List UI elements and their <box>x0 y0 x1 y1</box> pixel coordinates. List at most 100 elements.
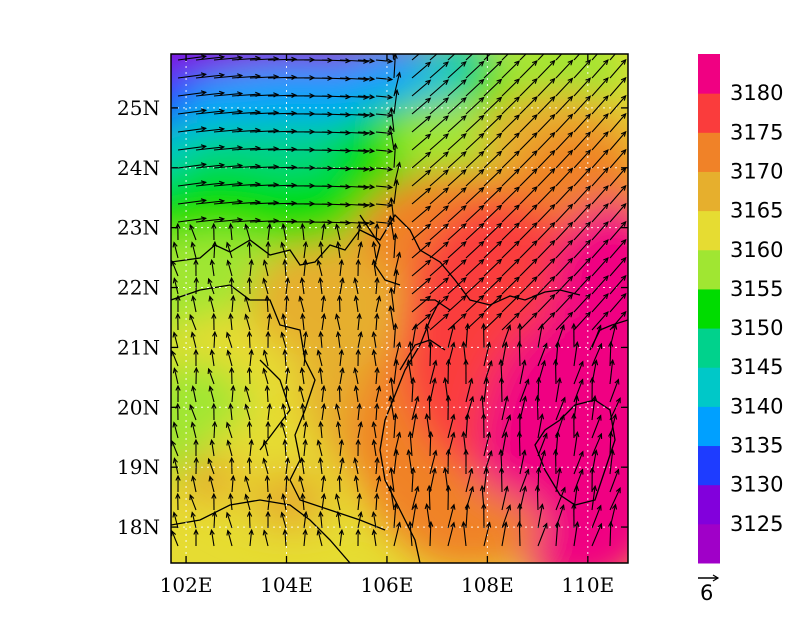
wind-arrowhead <box>300 492 306 499</box>
wind-arrow <box>213 128 242 133</box>
wind-arrow <box>483 115 502 133</box>
wind-arrowhead <box>396 161 402 168</box>
colorbar-swatch <box>698 171 720 212</box>
wind-arrow <box>519 222 538 241</box>
wind-arrow <box>573 77 591 97</box>
wind-arrow <box>195 164 224 169</box>
wind-arrowhead <box>483 466 490 474</box>
wind-arrowhead <box>389 286 395 294</box>
wind-arrow <box>411 79 431 97</box>
wind-arrow <box>465 378 473 403</box>
wind-arrowhead <box>355 348 361 355</box>
wind-arrowhead <box>460 79 467 85</box>
wind-arrow <box>303 242 307 259</box>
wind-arrowhead <box>175 312 181 319</box>
wind-arrowhead <box>175 492 181 499</box>
wind-arrow <box>609 149 627 169</box>
wind-arrowhead <box>469 395 475 403</box>
wind-arrow <box>339 167 368 171</box>
wind-arrow <box>285 295 288 313</box>
wind-arrowhead <box>603 239 609 246</box>
wind-arrow <box>429 241 449 259</box>
wind-arrow <box>227 260 233 277</box>
wind-arrowhead <box>208 385 214 392</box>
wind-arrowhead <box>603 42 608 47</box>
wind-arrow <box>282 224 287 241</box>
wind-arrowhead <box>461 44 466 49</box>
wind-arrowhead <box>542 342 548 349</box>
wind-arrowhead <box>478 258 485 265</box>
wind-arrowhead <box>171 259 177 267</box>
wind-arrow <box>573 239 591 259</box>
wind-arrowhead <box>200 90 208 96</box>
wind-arrow <box>447 115 467 133</box>
wind-arrowhead <box>502 431 509 438</box>
wind-arrow <box>249 440 253 457</box>
wind-arrow <box>429 223 449 241</box>
wind-arrow <box>249 76 278 79</box>
wind-arrow <box>537 60 556 79</box>
wind-arrowhead <box>280 511 286 518</box>
wind-arrowhead <box>428 520 434 527</box>
wind-arrowhead <box>211 222 217 229</box>
wind-arrow <box>519 150 538 169</box>
wind-arrowhead <box>609 448 615 456</box>
wind-arrow <box>447 187 467 205</box>
wind-arrow <box>321 224 325 241</box>
wind-arrowhead <box>481 322 487 329</box>
wind-arrowhead <box>200 180 208 186</box>
wind-arrow <box>573 361 584 385</box>
wind-arrowhead <box>246 240 253 247</box>
wind-arrow <box>519 114 538 133</box>
wind-arrowhead <box>443 223 449 229</box>
wind-arrowhead <box>450 413 456 420</box>
wind-arrowhead <box>355 258 361 265</box>
wind-arrowhead <box>534 484 541 491</box>
wind-arrowhead <box>281 313 287 320</box>
wind-arrow <box>229 404 233 421</box>
wind-arrow <box>389 216 395 241</box>
wind-arrow <box>263 458 269 475</box>
wind-arrow <box>231 183 260 187</box>
wind-arrow <box>609 293 627 313</box>
wind-arrowhead <box>478 240 485 247</box>
wind-arrow <box>537 222 556 241</box>
wind-arrow <box>411 396 419 421</box>
wind-arrowhead <box>171 529 177 537</box>
wind-arrowhead <box>374 276 380 283</box>
wind-arrowhead <box>620 256 627 263</box>
wind-arrowhead <box>193 258 199 265</box>
colorbar-label: 3145 <box>730 355 783 379</box>
wind-arrow <box>465 187 484 205</box>
wind-arrow <box>231 165 260 169</box>
wind-arrow <box>263 368 269 385</box>
wind-arrowhead <box>540 449 546 456</box>
wind-arrow <box>429 341 432 367</box>
wind-arrowhead <box>609 358 615 366</box>
wind-arrow <box>483 378 488 403</box>
wind-arrow <box>267 58 297 61</box>
wind-arrowhead <box>318 510 324 517</box>
wind-arrowhead <box>603 167 609 174</box>
wind-arrow <box>411 205 431 223</box>
wind-arrowhead <box>353 294 359 302</box>
wind-arrowhead <box>496 60 503 67</box>
wind-arrowhead <box>567 59 574 66</box>
wind-arrowhead <box>425 187 432 194</box>
wind-arrowhead <box>573 394 580 402</box>
wind-arrowhead <box>393 268 400 276</box>
wind-arrowhead <box>532 96 538 102</box>
wind-arrowhead <box>443 259 449 265</box>
wind-arrowhead <box>389 196 395 204</box>
wind-arrow <box>591 54 599 61</box>
wind-arrow <box>267 220 297 223</box>
wind-arrow <box>192 386 197 403</box>
wind-arrowhead <box>280 241 286 248</box>
wind-arrow <box>591 239 609 259</box>
wind-arrow <box>519 96 538 115</box>
wind-arrow <box>555 60 573 79</box>
wind-arrowhead <box>266 492 272 500</box>
wind-arrow <box>501 312 520 331</box>
wind-arrow <box>609 185 627 205</box>
wind-arrowhead <box>200 162 208 168</box>
